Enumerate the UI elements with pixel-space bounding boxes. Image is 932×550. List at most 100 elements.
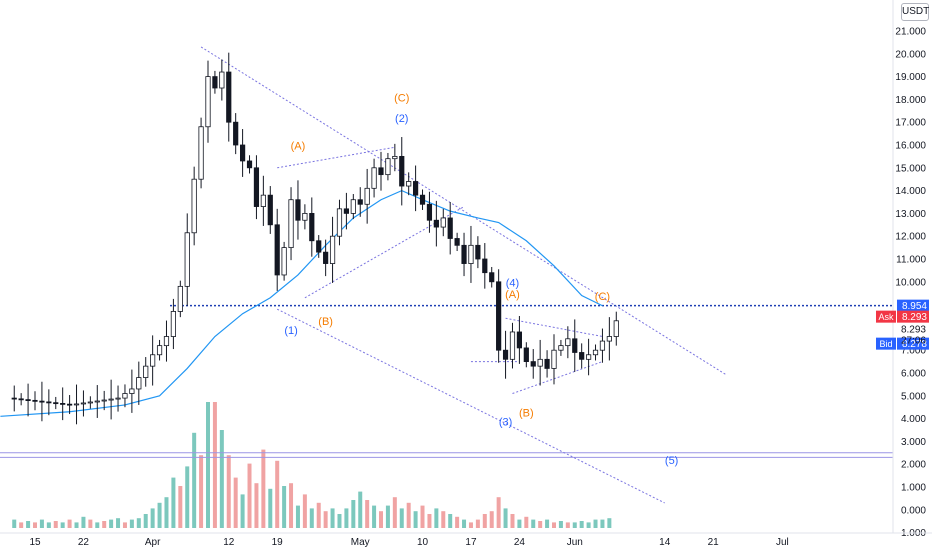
trendline-wave-4-upper: [505, 317, 603, 338]
y-tick-label: 6.000: [901, 369, 926, 380]
volume-bar: [462, 519, 467, 528]
candle-body: [288, 199, 294, 249]
candle-body: [378, 167, 384, 176]
volume-bar: [282, 486, 287, 528]
volume-bar: [309, 508, 314, 528]
y-tick-label: 15.000: [895, 163, 926, 174]
candle-body: [406, 181, 412, 187]
y-tick-label: 16.000: [895, 141, 926, 152]
price-tag-value: 8.293: [902, 312, 927, 323]
volume-bar: [517, 519, 522, 528]
volume-bar: [351, 500, 356, 528]
x-tick-label: 10: [417, 537, 429, 548]
candle-body: [599, 340, 606, 351]
candle-body: [433, 219, 439, 228]
candle-body: [184, 232, 190, 287]
currency-label: USDT: [902, 6, 930, 17]
y-tick-label: 20.000: [895, 49, 926, 60]
price-tag-kind-label: Ask: [878, 312, 894, 322]
wave-label: (3): [499, 416, 512, 428]
x-tick-label: 22: [78, 537, 90, 548]
y-tick-label: 0.000: [901, 505, 926, 516]
y-tick-label: 7.000: [901, 346, 926, 357]
volume-bar: [102, 521, 107, 528]
y-tick-label: 5.000: [901, 391, 926, 402]
candle-body: [80, 402, 87, 405]
volume-bar: [545, 519, 550, 528]
volume-bar: [385, 505, 390, 528]
candle-body: [329, 235, 336, 264]
candle-body: [523, 347, 529, 363]
time-axis[interactable]: 15 22 Apr 12 19 May 10 17 24 Jun 14 21 Jul: [0, 532, 932, 548]
x-tick-label: Jun: [567, 537, 583, 548]
candle-body: [18, 398, 24, 401]
candle-body: [343, 208, 350, 214]
volume-bar: [60, 522, 65, 528]
volume-bar: [143, 514, 148, 528]
volume-bar: [538, 521, 543, 528]
volume-bar: [12, 519, 17, 528]
y-tick-label: 2.000: [901, 460, 926, 471]
volume-bar: [19, 522, 24, 528]
volume-bar: [441, 511, 446, 528]
candle-body: [156, 345, 163, 356]
volume-bar: [254, 483, 259, 528]
volume-bar: [489, 511, 494, 528]
price-axis[interactable]: 21.000 20.000 19.000 18.000 17.000 16.000 15.0…: [892, 0, 926, 539]
volume-bar: [358, 491, 363, 528]
volume-bar: [185, 466, 190, 528]
candle-body: [399, 155, 405, 187]
candle-body: [295, 199, 301, 221]
candle-body: [537, 358, 543, 367]
volume-bar: [392, 497, 397, 528]
candle-body: [108, 398, 114, 401]
volume-bar: [503, 508, 508, 528]
candle-body: [101, 399, 107, 402]
y-tick-label: 1.000: [901, 483, 926, 494]
trendline-wave-b-lower: [304, 206, 465, 299]
candle-body: [212, 76, 218, 89]
candle-body: [309, 212, 315, 242]
volume-bar: [81, 516, 86, 528]
volume-bar: [33, 522, 37, 528]
volume-bar: [240, 494, 245, 528]
price-tag: [897, 299, 929, 312]
price-tag: [897, 337, 929, 350]
candle-body: [364, 187, 370, 205]
volume-bar: [261, 449, 266, 528]
candle-body: [606, 336, 612, 342]
volume-bar: [379, 511, 383, 528]
x-tick-label: 17: [465, 537, 477, 548]
volume-bar: [475, 519, 480, 528]
volume-bar: [46, 522, 51, 528]
wave-label: (B): [519, 407, 534, 419]
candle-body: [11, 397, 17, 400]
moving-average: [0, 189, 603, 417]
candle-body: [489, 272, 495, 283]
volume-bar: [247, 463, 252, 528]
candle-body: [350, 199, 356, 214]
candle-body: [219, 71, 225, 89]
wave-label: (C): [394, 93, 409, 105]
candle-body: [530, 361, 536, 367]
candle-body: [267, 194, 273, 226]
currency-badge[interactable]: USDT: [901, 3, 929, 21]
volume-bar: [295, 505, 300, 528]
volume-bar: [268, 488, 273, 528]
candle-body: [496, 281, 502, 351]
candles: [11, 52, 619, 425]
candle-body: [60, 402, 66, 405]
volume-bar: [552, 522, 556, 528]
volume-bar: [413, 511, 418, 528]
volume-bar: [233, 477, 238, 528]
volume-bar: [74, 522, 79, 528]
candle-body: [509, 331, 516, 360]
last-price-label: 8.293: [901, 325, 926, 336]
volume-bar: [122, 522, 127, 528]
volume-bar: [129, 519, 134, 528]
volume-bar: [399, 508, 404, 528]
volume-bar: [136, 518, 141, 528]
volume-bar: [226, 455, 231, 528]
volume-bar: [607, 518, 612, 528]
